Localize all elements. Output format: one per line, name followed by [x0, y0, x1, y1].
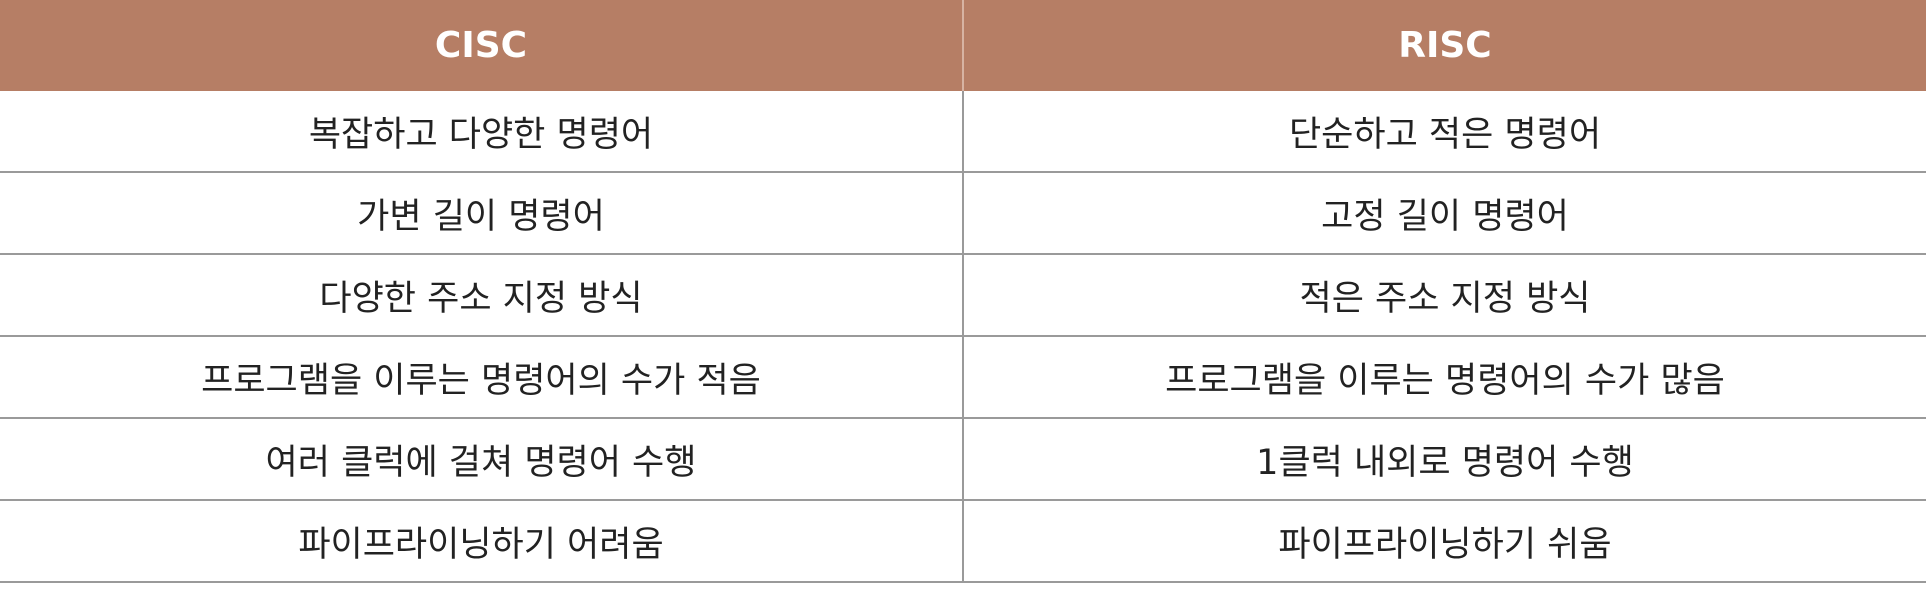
cisc-vs-risc-table: CISC RISC 복잡하고 다양한 명령어 단순하고 적은 명령어 가변 길이…: [0, 0, 1926, 583]
cell-cisc: 여러 클럭에 걸쳐 명령어 수행: [0, 418, 964, 501]
table-body: 복잡하고 다양한 명령어 단순하고 적은 명령어 가변 길이 명령어 고정 길이…: [0, 91, 1926, 583]
cell-cisc: 파이프라이닝하기 어려움: [0, 500, 964, 583]
header-cisc: CISC: [0, 0, 964, 91]
table-header: CISC RISC: [0, 0, 1926, 91]
cell-risc: 고정 길이 명령어: [963, 172, 1926, 255]
table-row: 가변 길이 명령어 고정 길이 명령어: [0, 172, 1926, 255]
cell-cisc: 가변 길이 명령어: [0, 172, 964, 255]
header-risc: RISC: [963, 0, 1926, 91]
table-row: 프로그램을 이루는 명령어의 수가 적음 프로그램을 이루는 명령어의 수가 많…: [0, 336, 1926, 419]
table-row: 복잡하고 다양한 명령어 단순하고 적은 명령어: [0, 91, 1926, 173]
cell-risc: 프로그램을 이루는 명령어의 수가 많음: [963, 336, 1926, 419]
table-row: 파이프라이닝하기 어려움 파이프라이닝하기 쉬움: [0, 500, 1926, 583]
cell-risc: 1클럭 내외로 명령어 수행: [963, 418, 1926, 501]
cell-risc: 파이프라이닝하기 쉬움: [963, 500, 1926, 583]
table-row: 여러 클럭에 걸쳐 명령어 수행 1클럭 내외로 명령어 수행: [0, 418, 1926, 501]
cell-risc: 단순하고 적은 명령어: [963, 91, 1926, 173]
cell-risc: 적은 주소 지정 방식: [963, 254, 1926, 337]
cell-cisc: 다양한 주소 지정 방식: [0, 254, 964, 337]
header-row: CISC RISC: [0, 0, 1926, 91]
cell-cisc: 프로그램을 이루는 명령어의 수가 적음: [0, 336, 964, 419]
table-row: 다양한 주소 지정 방식 적은 주소 지정 방식: [0, 254, 1926, 337]
cell-cisc: 복잡하고 다양한 명령어: [0, 91, 964, 173]
